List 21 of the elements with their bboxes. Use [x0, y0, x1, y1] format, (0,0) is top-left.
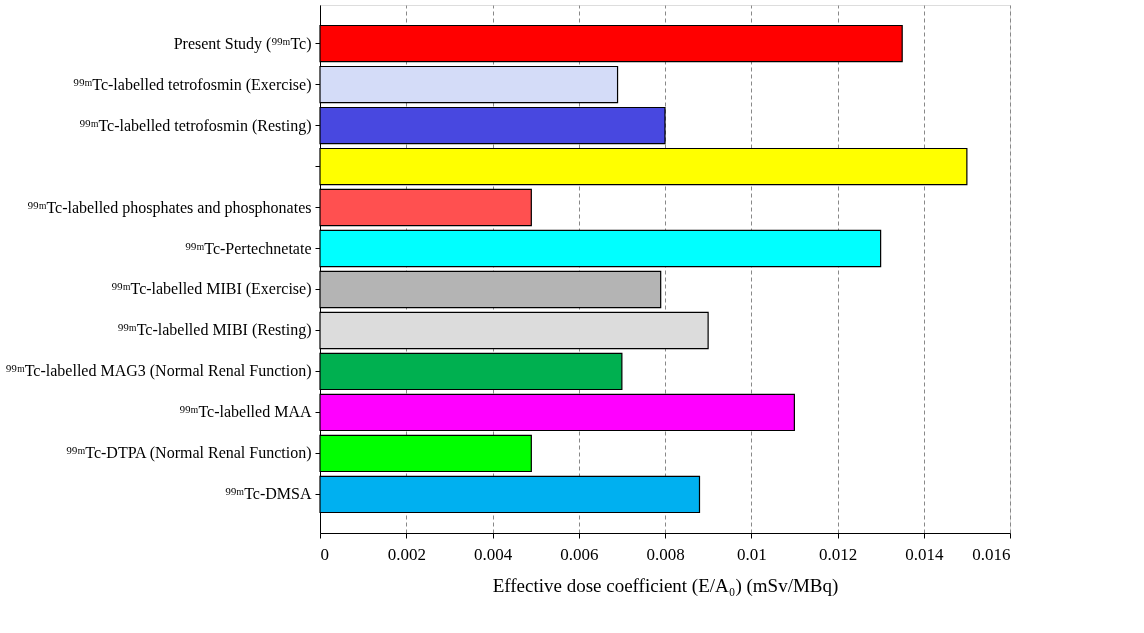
x-tick-label: 0.006 — [560, 544, 599, 564]
x-tick-label: 0.01 — [736, 544, 767, 564]
y-tick-label: ⁹⁹ᵐTc-labelled MIBI (Exercise) — [111, 280, 312, 299]
x-tick-label: 0 — [320, 544, 329, 564]
y-tick-label: ⁹⁹ᵐTc-labelled tetrofosmin (Resting) — [79, 116, 312, 135]
x-tick-label: 0.008 — [646, 544, 685, 564]
y-tick-label: ⁹⁹ᵐTc-Pertechnetate — [185, 239, 312, 257]
x-tick-label: 0.012 — [818, 544, 858, 564]
y-tick-label: ⁹⁹ᵐTc-labelled phosphates and phosphonates — [27, 198, 312, 217]
y-tick-label: Present Study (⁹⁹ᵐTc) — [173, 34, 312, 53]
y-tick-label: ⁹⁹ᵐTc-labelled MAA — [179, 403, 312, 421]
x-axis-title: Effective dose coefficient (E/A₀) (mSv/MBq) — [492, 574, 839, 597]
x-tick-label: 0.002 — [387, 544, 426, 564]
y-tick-label: ⁹⁹ᵐTc-DMSA — [225, 485, 312, 503]
x-tick-label: 0.014 — [905, 544, 944, 564]
x-tick-label: 0.004 — [473, 544, 513, 564]
y-tick-label: ⁹⁹ᵐTc-DTPA (Normal Renal Function) — [66, 444, 312, 463]
y-tick-label: ⁹⁹ᵐTc-labelled MIBI (Resting) — [117, 321, 312, 340]
y-tick-label: ⁹⁹ᵐTc-labelled tetrofosmin (Exercise) — [73, 75, 312, 94]
x-tick-label: 0.016 — [972, 544, 1011, 564]
y-tick-label: ⁹⁹ᵐTc-labelled MAG3 (Normal Renal Function) — [5, 362, 312, 381]
